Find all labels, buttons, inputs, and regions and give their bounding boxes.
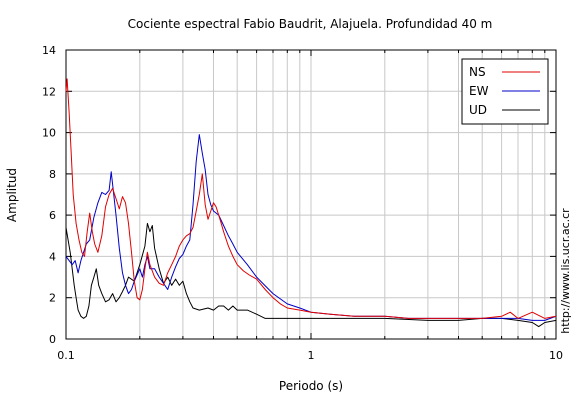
x-axis-label: Periodo (s) (279, 379, 343, 393)
source-note: http://www.lis.ucr.ac.cr (559, 208, 572, 334)
x-tick-label: 1 (308, 349, 315, 362)
legend-label-ew: EW (469, 84, 489, 98)
y-tick-label: 12 (42, 85, 56, 98)
x-tick-label: 0.1 (57, 349, 75, 362)
series-line-ns (65, 78, 557, 319)
y-tick-label: 8 (49, 168, 56, 181)
x-tick-label: 10 (549, 349, 563, 362)
chart-title: Cociente espectral Fabio Baudrit, Alajue… (128, 17, 493, 31)
y-tick-label: 2 (49, 292, 56, 305)
y-tick-label: 14 (42, 44, 56, 57)
y-axis-label: Amplitud (5, 168, 19, 222)
y-tick-label: 6 (49, 209, 56, 222)
legend-label-ud: UD (469, 103, 487, 117)
axis-ticks: 0.1 1 10 0 2 4 6 8 10 12 14 (42, 44, 563, 362)
y-tick-label: 0 (49, 333, 56, 346)
legend-label-ns: NS (469, 65, 486, 79)
legend: NS EW UD (461, 58, 549, 125)
y-tick-label: 10 (42, 127, 56, 140)
series-layer (65, 78, 557, 328)
y-tick-label: 4 (49, 250, 56, 263)
